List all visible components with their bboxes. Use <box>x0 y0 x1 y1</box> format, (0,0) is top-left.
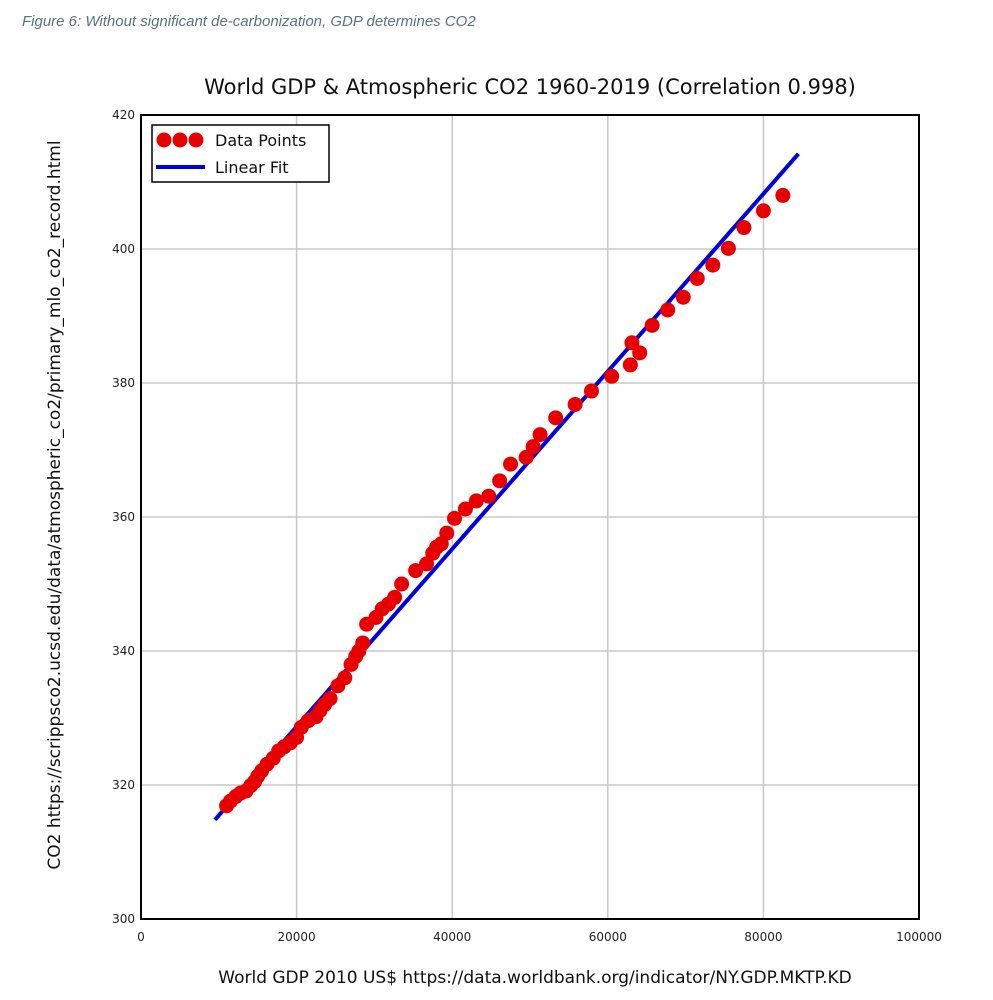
data-point <box>503 456 519 472</box>
legend-marker-dot <box>156 132 172 148</box>
data-point <box>675 289 691 305</box>
data-point <box>736 220 752 236</box>
x-tick-label: 40000 <box>433 930 471 944</box>
data-point <box>394 576 410 592</box>
legend-marker-dot <box>188 132 204 148</box>
data-point <box>705 257 721 273</box>
x-ticks: 0 20000 40000 60000 80000 100000 <box>137 930 942 944</box>
y-tick-label: 420 <box>112 108 135 122</box>
data-point <box>355 635 371 651</box>
points-layer <box>219 187 791 814</box>
data-point <box>468 493 484 509</box>
linear-fit-line <box>213 152 800 822</box>
fit-layer <box>213 152 800 822</box>
data-point <box>525 439 541 455</box>
data-point <box>337 670 353 686</box>
y-tick-label: 320 <box>112 778 135 792</box>
x-tick-label: 0 <box>137 930 145 944</box>
data-point <box>622 357 638 373</box>
plot-frame <box>140 114 920 920</box>
chart-title: World GDP & Atmospheric CO2 1960-2019 (C… <box>204 75 856 99</box>
x-tick-label: 20000 <box>278 930 316 944</box>
legend: Data Points Linear Fit <box>151 124 330 183</box>
data-point <box>548 410 564 426</box>
legend-label-data-points: Data Points <box>215 131 306 150</box>
data-point <box>481 488 497 504</box>
data-point <box>457 501 473 517</box>
data-point <box>689 270 705 286</box>
x-tick-label: 60000 <box>589 930 627 944</box>
y-tick-label: 340 <box>112 644 135 658</box>
y-tick-label: 360 <box>112 510 135 524</box>
legend-marker-dot <box>172 132 188 148</box>
y-ticks: 300 320 340 360 380 400 420 <box>112 108 135 926</box>
data-point <box>408 563 424 579</box>
y-tick-label: 300 <box>112 912 135 926</box>
data-point <box>532 427 548 443</box>
y-axis-label: CO2 https://scrippsco2.ucsd.edu/data/atm… <box>45 140 65 869</box>
data-point <box>775 187 791 203</box>
data-point <box>583 383 599 399</box>
data-point <box>567 396 583 412</box>
data-point <box>518 449 534 465</box>
grid <box>141 115 919 919</box>
figure-caption: Figure 6: Without significant de-carboni… <box>22 13 476 30</box>
data-point <box>644 317 660 333</box>
data-point <box>755 203 771 219</box>
data-point <box>439 525 455 541</box>
data-point <box>632 345 648 361</box>
x-axis-label: World GDP 2010 US$ https://data.worldban… <box>218 968 851 988</box>
y-tick-label: 400 <box>112 242 135 256</box>
data-point <box>660 302 676 318</box>
data-point <box>322 691 338 707</box>
y-tick-label: 380 <box>112 376 135 390</box>
data-point <box>492 473 508 489</box>
legend-label-linear-fit: Linear Fit <box>215 158 289 177</box>
data-point <box>720 240 736 256</box>
data-point <box>447 510 463 526</box>
data-point <box>387 589 403 605</box>
x-tick-label: 100000 <box>896 930 942 944</box>
x-tick-label: 80000 <box>744 930 782 944</box>
data-point <box>604 368 620 384</box>
